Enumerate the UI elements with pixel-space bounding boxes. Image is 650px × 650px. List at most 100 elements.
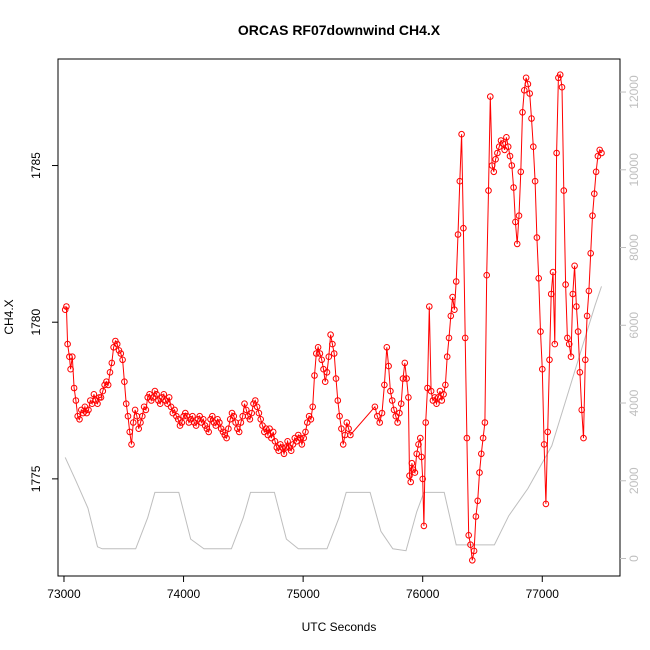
- data-point: [243, 406, 250, 414]
- data-point: [156, 400, 164, 408]
- data-point: [539, 365, 546, 373]
- data-point: [178, 419, 186, 426]
- data-point: [327, 331, 334, 339]
- data-point: [101, 381, 108, 389]
- data-point: [280, 450, 288, 458]
- data-point: [440, 391, 447, 398]
- data-point: [513, 240, 521, 248]
- data-point: [503, 134, 510, 141]
- data-point: [130, 419, 137, 426]
- data-point: [103, 378, 110, 386]
- y2-tick-label: 12000: [627, 75, 641, 109]
- data-point: [385, 362, 392, 370]
- data-point: [556, 71, 564, 78]
- data-point: [488, 162, 496, 169]
- x-tick-label: 76000: [406, 587, 440, 601]
- series-left: [61, 71, 605, 564]
- data-point: [465, 532, 473, 539]
- data-point: [248, 409, 255, 417]
- data-point: [282, 444, 290, 451]
- data-point: [483, 271, 491, 279]
- data-point: [592, 168, 600, 176]
- data-point: [390, 406, 398, 414]
- data-point: [122, 400, 130, 408]
- data-point: [151, 387, 159, 395]
- secondary-series-line: [64, 286, 602, 552]
- data-point: [396, 409, 403, 417]
- data-point: [451, 306, 458, 314]
- data-point: [405, 394, 412, 401]
- data-point: [585, 287, 593, 295]
- y2-tick-label: 2000: [627, 467, 641, 494]
- data-point: [69, 353, 76, 361]
- data-point: [447, 312, 455, 320]
- data-point: [131, 406, 139, 414]
- data-point: [99, 387, 107, 395]
- data-point: [551, 340, 559, 348]
- data-point: [394, 419, 401, 426]
- data-point: [537, 328, 544, 335]
- data-point: [63, 303, 70, 310]
- data-point: [506, 152, 514, 160]
- data-point: [485, 187, 492, 194]
- data-point: [567, 353, 575, 361]
- data-point: [415, 441, 422, 448]
- data-point: [517, 168, 525, 176]
- data-point: [374, 412, 381, 420]
- data-point: [255, 409, 263, 417]
- data-point: [72, 397, 80, 404]
- series-right: [64, 286, 602, 552]
- data-point: [467, 541, 474, 549]
- data-point: [454, 231, 462, 238]
- data-point: [583, 312, 591, 320]
- data-point: [535, 275, 543, 282]
- data-point: [490, 168, 498, 176]
- data-point: [94, 400, 101, 408]
- data-point: [225, 425, 232, 433]
- y-axis: 1775 1780 1785: [29, 152, 58, 492]
- data-point: [515, 212, 523, 219]
- data-point: [427, 387, 435, 395]
- data-point: [598, 149, 605, 157]
- data-point: [574, 328, 582, 335]
- data-point: [83, 409, 90, 417]
- data-point: [142, 406, 150, 414]
- data-point: [287, 447, 295, 455]
- data-point: [334, 397, 342, 404]
- data-point: [578, 406, 586, 414]
- data-point: [461, 334, 469, 342]
- data-point: [376, 419, 384, 426]
- data-point: [128, 441, 135, 448]
- data-point: [296, 434, 304, 442]
- data-point: [203, 425, 211, 433]
- data-point: [571, 262, 578, 270]
- data-point: [104, 381, 112, 389]
- data-point: [443, 353, 451, 361]
- data-point: [300, 434, 308, 442]
- data-point: [413, 450, 421, 458]
- y2-tick-label: 0: [627, 555, 641, 562]
- data-point: [338, 425, 345, 433]
- data-point: [522, 74, 530, 82]
- data-point: [137, 419, 144, 426]
- data-point: [521, 87, 528, 94]
- data-point: [235, 428, 243, 436]
- data-point: [160, 391, 168, 398]
- data-point: [519, 109, 526, 116]
- data-point: [479, 434, 487, 442]
- data-point: [85, 406, 92, 414]
- data-point: [252, 397, 259, 404]
- data-point: [431, 394, 439, 401]
- data-point: [383, 344, 391, 351]
- data-point: [504, 143, 512, 150]
- data-point: [565, 340, 573, 348]
- data-point: [540, 441, 548, 448]
- y-axis-label: CH4.X: [2, 299, 16, 334]
- data-point: [476, 469, 483, 476]
- data-point: [458, 130, 465, 138]
- data-point: [562, 281, 569, 288]
- data-point: [463, 434, 471, 442]
- data-point: [470, 547, 478, 555]
- x-axis: 73000 74000 75000 76000 77000: [47, 575, 559, 601]
